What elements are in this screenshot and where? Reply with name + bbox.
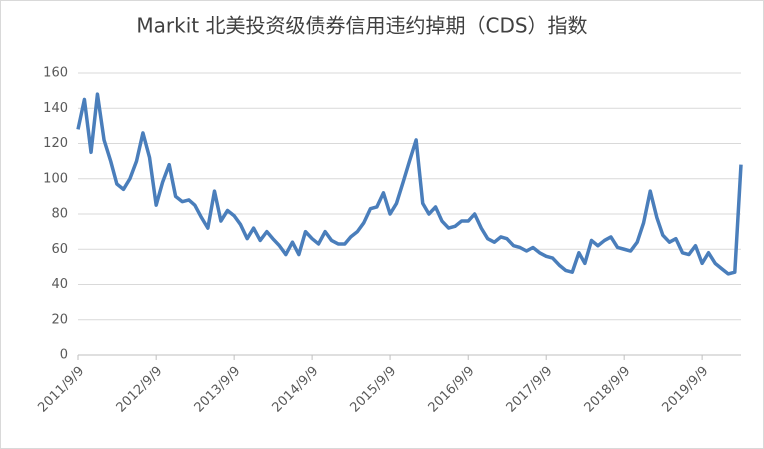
y-tick-label: 40 bbox=[51, 277, 68, 292]
y-tick-label: 140 bbox=[43, 101, 68, 116]
y-tick-label: 160 bbox=[43, 66, 68, 81]
y-tick-label: 120 bbox=[43, 136, 68, 151]
y-tick-label: 100 bbox=[43, 171, 68, 186]
data-line bbox=[76, 92, 743, 276]
chart-title: Markit 北美投资级债券信用违约掉期（CDS）指数 bbox=[136, 14, 587, 38]
y-tick-label: 80 bbox=[51, 207, 68, 222]
y-tick-label: 20 bbox=[51, 312, 68, 327]
y-tick-label: 0 bbox=[60, 348, 68, 363]
y-tick-label: 60 bbox=[51, 242, 68, 257]
